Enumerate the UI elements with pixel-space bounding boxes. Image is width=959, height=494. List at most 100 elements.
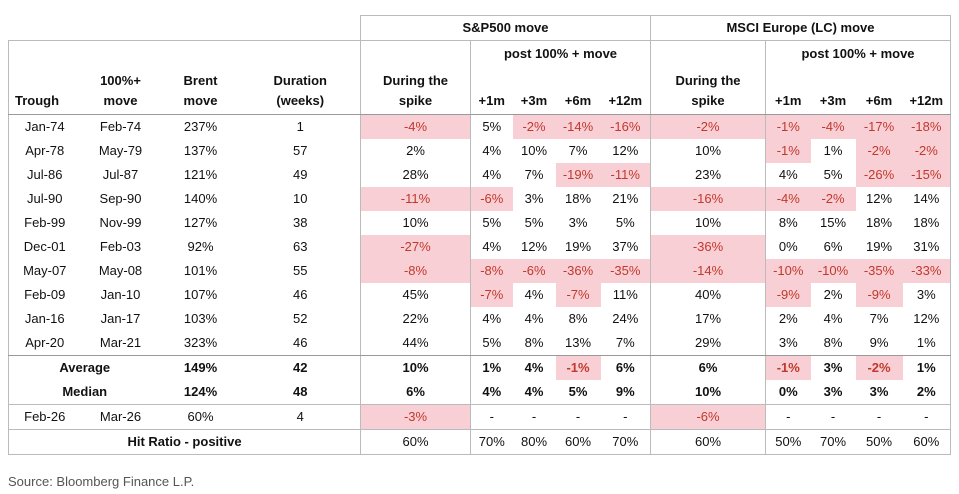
table-cell: - — [902, 404, 951, 430]
table-cell: -3% — [360, 404, 471, 430]
table-cell: Nov-99 — [99, 214, 142, 230]
table-cell: - — [555, 404, 601, 430]
table-cell: 103% — [183, 310, 218, 326]
column-header: +1m — [765, 66, 811, 115]
table-cell: Mar-26 — [80, 404, 161, 430]
table-cell: 5% — [470, 330, 513, 356]
group-header: MSCI Europe (LC) move — [650, 15, 951, 40]
table-cell: -9% — [765, 282, 811, 307]
table-cell: 10% — [650, 138, 766, 163]
table-cell: 4 — [240, 404, 361, 430]
column-header: +6m — [555, 66, 601, 115]
table-cell: -26% — [855, 162, 903, 187]
table-cell: 37% — [612, 238, 639, 254]
table-cell: 4% — [524, 310, 544, 326]
table-cell: 10% — [360, 355, 471, 380]
table-cell: 4% — [524, 359, 544, 375]
table-cell: 1% — [902, 330, 951, 356]
table-cell: - — [512, 404, 556, 430]
table-cell: -35% — [855, 258, 903, 283]
table-cell: 60% — [555, 429, 601, 455]
table-cell: 5% — [470, 114, 513, 139]
table-cell: Jul-90 — [8, 186, 81, 211]
table-cell: 13% — [555, 330, 601, 356]
table-cell: 3% — [524, 190, 544, 206]
table-cell: -2% — [650, 114, 766, 139]
column-header: During the spike — [360, 39, 471, 115]
table-cell: Dec-01 — [8, 234, 81, 259]
table-row: Feb-09 Jan-10 107% 46 45% -7% 4% -7% 11% 40% -9% 2%… — [8, 282, 951, 307]
table-row: +1m +3m +6m +12m +1m +3m +6m +12m — [9, 66, 951, 115]
table-cell: 4% — [470, 234, 513, 259]
table-cell: 7% — [869, 310, 889, 326]
table-cell: 5% — [470, 210, 513, 235]
table-cell: Feb-26 — [8, 404, 81, 430]
table-cell: 2% — [902, 379, 951, 405]
column-header: 100%+ move — [80, 39, 161, 115]
table-cell: 0% — [765, 379, 811, 405]
table-cell: 6% — [650, 355, 766, 380]
table-row: Jul-86 Jul-87 121% 49 28% 4% 7% -19% -11% 23% 4% 5%… — [8, 162, 951, 187]
table-cell: 6% — [823, 238, 843, 254]
table-cell: 18% — [564, 190, 592, 206]
table-cell: 29% — [650, 330, 766, 356]
table-cell: 38 — [293, 214, 308, 230]
column-header: Trough — [8, 39, 81, 115]
table-cell: 4% — [512, 379, 556, 405]
source-note: Source: Bloomberg Finance L.P. — [8, 474, 195, 489]
table-cell: 70% — [810, 429, 856, 455]
table-row: Feb-26 Mar-26 60% 4 -3% - - - - -6% - - - - — [8, 404, 951, 430]
table-row: Apr-78 May-79 137% 57 2% 4% 10% 7% 12% 10% -1% 1% -2… — [8, 138, 951, 163]
table-cell: 149% — [183, 359, 218, 375]
table-cell: 1% — [470, 355, 513, 380]
table-cell: 3% — [902, 282, 951, 307]
table-cell: - — [855, 404, 903, 430]
table-cell: Sep-90 — [99, 190, 142, 206]
table-cell: -4% — [765, 186, 811, 211]
table-cell: 60% — [160, 404, 241, 430]
table-cell: Apr-78 — [8, 138, 81, 163]
table-cell: 8% — [512, 330, 556, 356]
table-cell: -11% — [360, 186, 471, 211]
column-header: post 100% + move — [470, 39, 651, 67]
table-cell: 17% — [650, 306, 766, 331]
row-label: Average — [8, 355, 161, 380]
table-cell: 10% — [650, 210, 766, 235]
table-cell: 6% — [615, 359, 635, 375]
table-cell: 12% — [865, 190, 893, 206]
table-cell: 70% — [600, 429, 651, 455]
table-cell: 92% — [187, 238, 214, 254]
table-cell: - — [600, 404, 651, 430]
table-cell: -1% — [765, 114, 811, 139]
table-cell: 80% — [512, 429, 556, 455]
table-cell: 60% — [650, 429, 766, 455]
table-cell: 60% — [360, 429, 471, 455]
table-cell: 121% — [183, 166, 218, 182]
table-cell: 49 — [293, 166, 308, 182]
table-cell: 63 — [293, 238, 308, 254]
table-cell: Feb-09 — [8, 282, 81, 307]
table-cell: Feb-03 — [99, 238, 142, 254]
table-cell: 1% — [823, 142, 843, 158]
table-cell: Jan-16 — [8, 306, 81, 331]
table-cell: 5% — [524, 214, 544, 230]
table-cell: Jul-86 — [8, 162, 81, 187]
column-header: +1m — [470, 66, 513, 115]
table-cell: 46 — [240, 330, 361, 356]
table-cell: -11% — [600, 162, 651, 187]
table-cell: -6% — [650, 404, 766, 430]
table-cell: 57 — [293, 142, 308, 158]
table-cell: 7% — [600, 330, 651, 356]
column-header: +12m — [902, 66, 951, 115]
table-row: S&P500 move MSCI Europe (LC) move — [9, 15, 951, 40]
table-cell: -14% — [650, 258, 766, 283]
table-cell: -36% — [555, 258, 601, 283]
table-cell: -1% — [765, 138, 811, 163]
table-cell: 21% — [612, 190, 639, 206]
table-cell: 4% — [823, 310, 843, 326]
table-cell: 12% — [520, 238, 548, 254]
table-cell: -10% — [765, 258, 811, 283]
table-cell: -2% — [810, 186, 856, 211]
table-cell: 19% — [564, 238, 592, 254]
table-cell: 60% — [902, 429, 951, 455]
